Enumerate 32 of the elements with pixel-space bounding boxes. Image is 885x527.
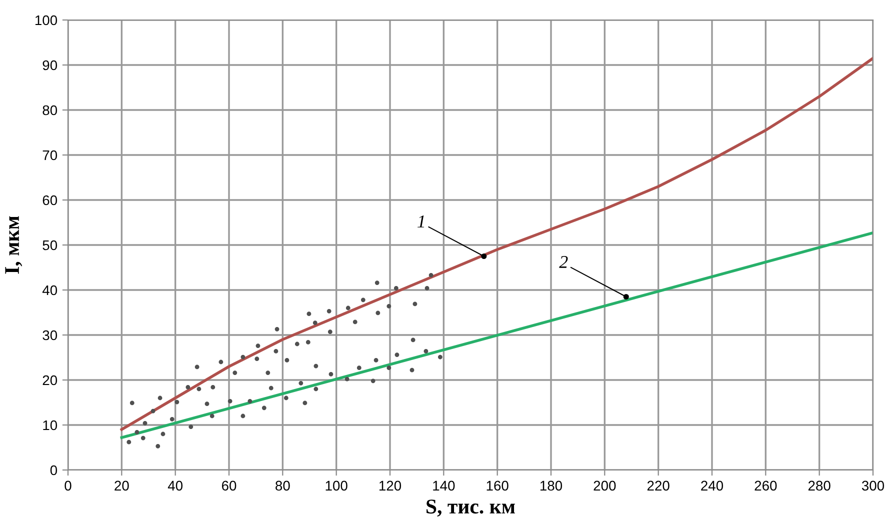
x-tick-label: 40 <box>168 480 183 491</box>
annotation: 2 <box>559 256 568 268</box>
y-tick-label: 70 <box>42 150 58 160</box>
y-tick-label: 30 <box>42 330 58 340</box>
x-tick-label: 200 <box>594 480 616 491</box>
x-tick-label: 60 <box>222 480 236 491</box>
y-tick-label: 10 <box>43 420 58 430</box>
x-tick-label: 220 <box>647 480 670 491</box>
x-tick-label: 160 <box>486 480 508 491</box>
x-tick-label: 0 <box>64 480 72 491</box>
y-tick-label: 50 <box>42 240 58 250</box>
y-tick-label: 80 <box>42 105 58 116</box>
y-tick-label: 100 <box>35 15 58 26</box>
y-tick-label: 40 <box>42 285 58 296</box>
x-tick-label: 80 <box>276 480 290 491</box>
x-tick-label: 240 <box>701 480 724 491</box>
x-tick-label: 20 <box>114 480 129 491</box>
y-tick-label: 0 <box>50 465 58 476</box>
y-tick-label: 20 <box>42 375 58 386</box>
x-tick-label: 120 <box>379 480 402 491</box>
x-tick-label: 280 <box>808 480 830 491</box>
x-tick-label: 260 <box>754 480 777 491</box>
x-tick-label: 180 <box>540 480 562 491</box>
annotation: 1 <box>418 215 424 228</box>
x-tick-label: 100 <box>326 480 348 491</box>
line-series <box>120 56 873 431</box>
y-tick-label: 60 <box>42 195 58 206</box>
y-tick-label: 90 <box>42 60 58 70</box>
x-tick-label: 140 <box>433 480 455 491</box>
y-axis-title: I, мкм <box>5 216 22 274</box>
x-axis-title: S, тис. км <box>426 500 515 517</box>
x-tick-label: 300 <box>862 480 884 491</box>
